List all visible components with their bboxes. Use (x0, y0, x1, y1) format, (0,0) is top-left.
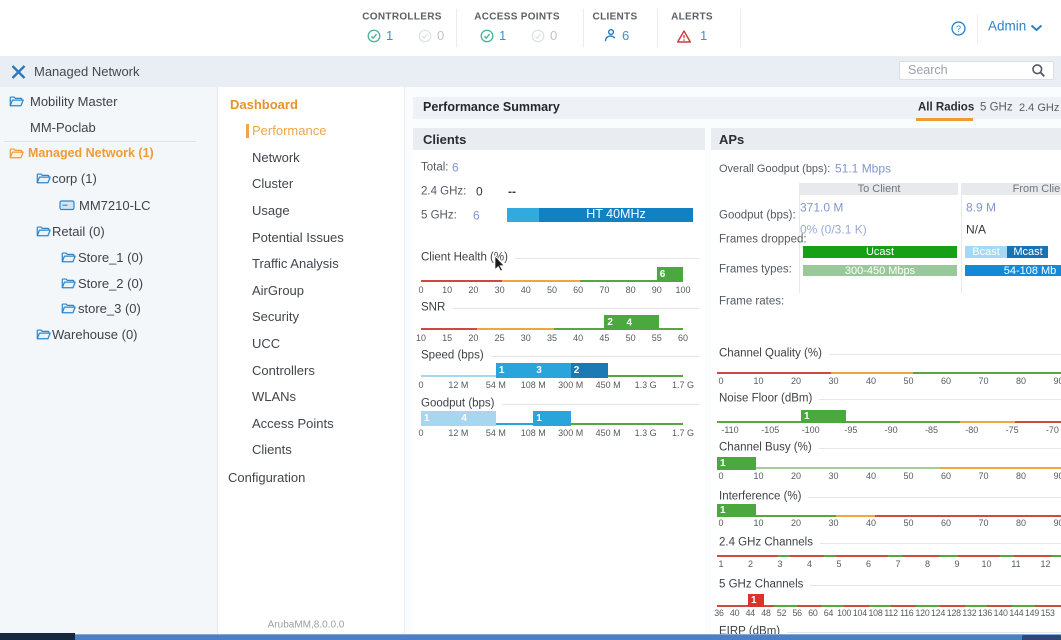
svg-text:?: ? (956, 24, 961, 34)
